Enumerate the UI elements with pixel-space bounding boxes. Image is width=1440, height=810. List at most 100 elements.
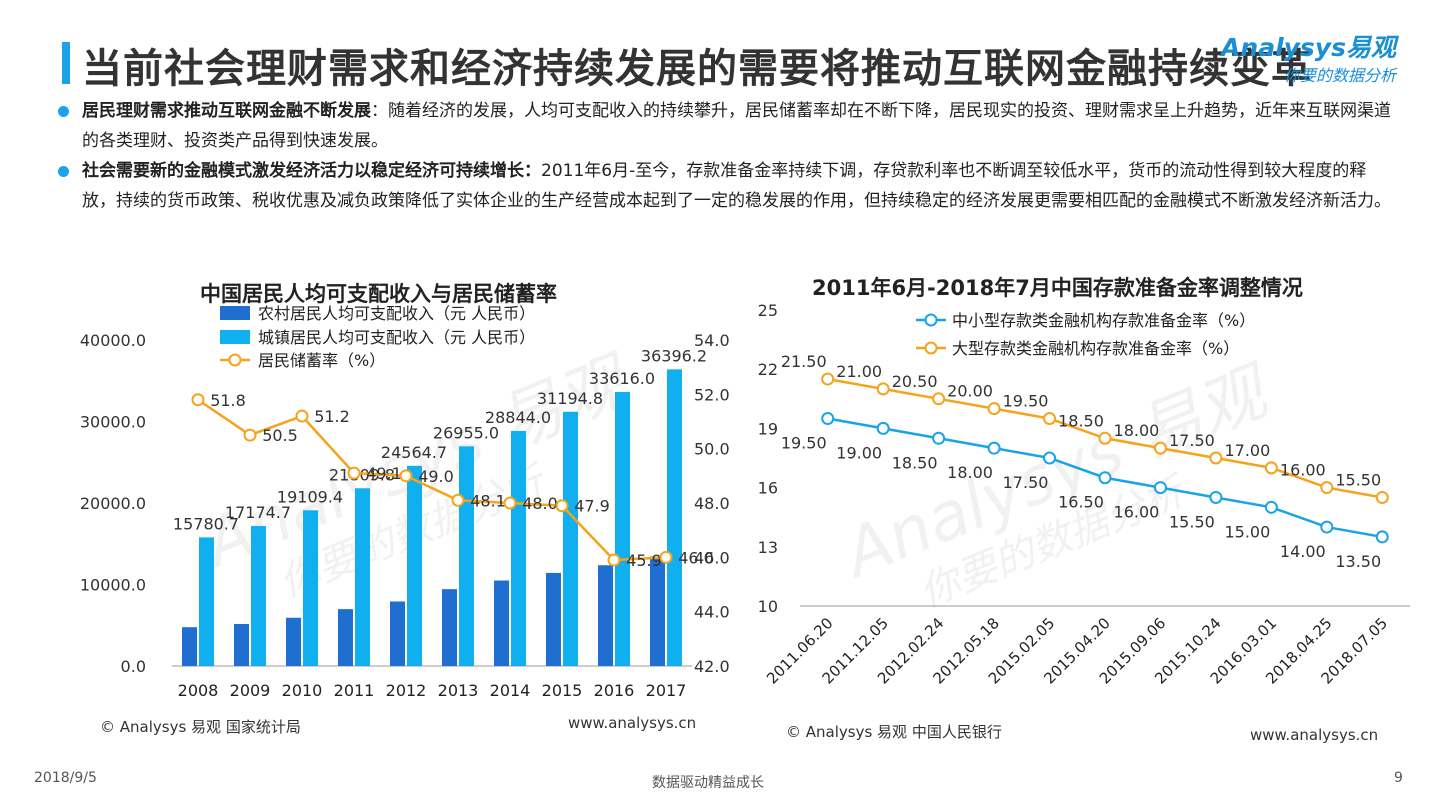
y-left-tick-label: 20000.0 xyxy=(80,494,146,513)
small-bank-ratio-point xyxy=(1153,481,1167,495)
small-bank-ratio-point xyxy=(1098,471,1112,485)
y-tick-label: 13 xyxy=(758,538,778,557)
large-bank-ratio-label: 21.50 xyxy=(781,352,827,371)
footer-date: 2018/9/5 xyxy=(34,770,97,786)
savings-rate-value-label: 50.5 xyxy=(262,426,298,445)
savings-rate-point xyxy=(399,469,413,483)
bar-urban xyxy=(199,537,214,666)
bar-urban-value-label: 24564.7 xyxy=(381,443,447,462)
bar-urban xyxy=(407,465,422,666)
legend-swatch-urban xyxy=(220,330,250,344)
x-tick-label: 2009 xyxy=(230,681,271,700)
small-bank-ratio-point xyxy=(1320,520,1334,534)
x-tick-label: 2013 xyxy=(438,681,479,700)
bar-urban xyxy=(667,369,682,666)
reserve-ratio-chart: 1013161922252011.06.202011.12.052012.02.… xyxy=(758,301,1410,688)
savings-rate-point xyxy=(295,409,309,423)
y-tick-label: 19 xyxy=(758,419,778,438)
legend-marker-savings xyxy=(228,353,242,367)
bar-urban xyxy=(459,446,474,666)
chart2-title: 2011年6月-2018年7月中国存款准备金率调整情况 xyxy=(812,276,1303,300)
large-bank-ratio-label: 21.00 xyxy=(836,362,882,381)
legend-swatch-rural xyxy=(220,306,250,320)
footer-slogan: 数据驱动精益成长 xyxy=(652,775,764,791)
small-bank-ratio-label: 13.50 xyxy=(1335,552,1381,571)
y-right-tick-label: 46.0 xyxy=(694,548,730,567)
bar-urban xyxy=(303,510,318,666)
bullet-text: ：随着经济的发展，人均可支配收入的持续攀升，居民储蓄率却在不断下降，居民现实的投… xyxy=(82,101,1391,151)
bar-rural xyxy=(286,617,301,666)
savings-rate-value-label: 49.0 xyxy=(418,467,454,486)
small-bank-ratio-label: 19.00 xyxy=(836,443,882,462)
bullet-heading: 居民理财需求推动互联网金融不断发展 xyxy=(82,101,371,121)
large-bank-ratio-label: 18.50 xyxy=(1058,411,1104,430)
savings-rate-point xyxy=(659,550,673,564)
chart2-source: © Analysys 易观 中国人民银行 xyxy=(786,723,1002,741)
bar-rural xyxy=(546,572,561,666)
logo-brand: Analysys易观 xyxy=(1221,33,1396,62)
savings-rate-value-label: 47.9 xyxy=(574,497,610,516)
legend-label-savings: 居民储蓄率（%） xyxy=(258,351,385,370)
y-right-tick-label: 52.0 xyxy=(694,385,730,404)
large-bank-ratio-label: 16.00 xyxy=(1280,461,1326,480)
small-bank-ratio-point xyxy=(932,431,946,445)
large-bank-ratio-point xyxy=(1098,431,1112,445)
bar-rural xyxy=(598,565,613,666)
bullet-heading: 社会需要新的金融模式激发经济活力以稳定经济可持续增长： xyxy=(82,161,541,181)
y-left-tick-label: 0.0 xyxy=(121,657,146,676)
y-tick-label: 10 xyxy=(758,597,778,616)
savings-rate-value-label: 51.2 xyxy=(314,407,350,426)
bullet-list: 居民理财需求推动互联网金融不断发展：随着经济的发展，人均可支配收入的持续攀升，居… xyxy=(58,96,1398,216)
bar-urban-value-label: 33616.0 xyxy=(589,369,655,388)
large-bank-ratio-label: 17.50 xyxy=(1169,431,1215,450)
savings-rate-point xyxy=(503,496,517,510)
savings-rate-point xyxy=(555,499,569,513)
y-left-tick-label: 30000.0 xyxy=(80,413,146,432)
bar-rural xyxy=(338,609,353,666)
y-right-tick-label: 44.0 xyxy=(694,603,730,622)
large-bank-ratio-point xyxy=(1043,412,1057,426)
large-bank-ratio-label: 17.00 xyxy=(1224,441,1270,460)
y-tick-label: 22 xyxy=(758,360,778,379)
savings-rate-point xyxy=(607,553,621,567)
large-bank-ratio-point xyxy=(932,392,946,406)
legend-label-large-bank: 大型存款类金融机构存款准备金率（%） xyxy=(952,339,1239,358)
small-bank-ratio-point xyxy=(821,412,835,426)
y-tick-label: 25 xyxy=(758,301,778,320)
small-bank-ratio-point xyxy=(1209,490,1223,504)
bar-rural xyxy=(390,601,405,666)
analysys-logo: Analysys易观 你要的数据分析 xyxy=(1221,26,1402,86)
savings-rate-value-label: 48.0 xyxy=(522,494,558,513)
savings-rate-value-label: 45.9 xyxy=(626,551,662,570)
y-right-tick-label: 54.0 xyxy=(694,331,730,350)
savings-rate-value-label: 48.1 xyxy=(470,491,506,510)
bar-rural xyxy=(182,627,197,666)
bar-urban xyxy=(355,488,370,666)
bar-urban xyxy=(251,526,266,666)
large-bank-ratio-point xyxy=(1153,441,1167,455)
small-bank-ratio-point xyxy=(1264,500,1278,514)
savings-rate-value-label: 51.8 xyxy=(210,391,246,410)
savings-rate-point xyxy=(191,393,205,407)
large-bank-ratio-point xyxy=(1375,490,1389,504)
y-right-tick-label: 42.0 xyxy=(694,657,730,676)
x-tick-label: 2012 xyxy=(386,681,427,700)
bar-rural xyxy=(442,589,457,666)
bar-urban-value-label: 31194.8 xyxy=(537,389,603,408)
large-bank-ratio-label: 19.50 xyxy=(1003,392,1049,411)
small-bank-ratio-point xyxy=(1375,530,1389,544)
bullet-item: 居民理财需求推动互联网金融不断发展：随着经济的发展，人均可支配收入的持续攀升，居… xyxy=(58,96,1398,156)
large-bank-ratio-point xyxy=(1209,451,1223,465)
chart1-site: www.analysys.cn xyxy=(568,714,697,732)
footer-page-number: 9 xyxy=(1394,770,1403,786)
savings-rate-point xyxy=(347,466,361,480)
large-bank-ratio-label: 20.00 xyxy=(947,382,993,401)
savings-rate-value-label: 49.1 xyxy=(366,464,402,483)
y-left-tick-label: 10000.0 xyxy=(80,576,146,595)
small-bank-ratio-label: 16.50 xyxy=(1058,493,1104,512)
bar-rural xyxy=(234,624,249,666)
title-accent-bar xyxy=(62,42,70,84)
chart1-source: © Analysys 易观 国家统计局 xyxy=(100,718,301,736)
large-bank-ratio-point xyxy=(876,382,890,396)
small-bank-ratio-label: 18.00 xyxy=(947,463,993,482)
